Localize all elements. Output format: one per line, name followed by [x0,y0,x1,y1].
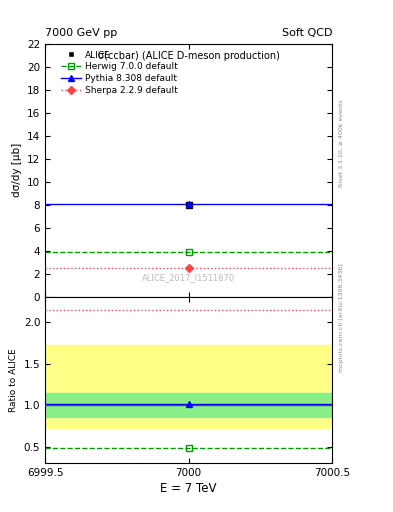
Bar [45,345,332,429]
Y-axis label: Ratio to ALICE: Ratio to ALICE [9,348,18,412]
Y-axis label: dσ/dy [μb]: dσ/dy [μb] [11,143,22,198]
Text: 7000 GeV pp: 7000 GeV pp [45,29,118,38]
Legend: ALICE, Herwig 7.0.0 default, Pythia 8.308 default, Sherpa 2.2.9 default: ALICE, Herwig 7.0.0 default, Pythia 8.30… [61,51,177,95]
Text: σ(ccbar) (ALICE D-meson production): σ(ccbar) (ALICE D-meson production) [98,51,279,61]
Text: ALICE_2017_I1511870: ALICE_2017_I1511870 [142,273,235,282]
Text: Rivet 3.1.10, ≥ 400k events: Rivet 3.1.10, ≥ 400k events [339,99,344,187]
Text: Soft QCD: Soft QCD [282,29,332,38]
Text: mcplots.cern.ch [arXiv:1306.3436]: mcplots.cern.ch [arXiv:1306.3436] [339,263,344,372]
Bar [45,393,332,417]
X-axis label: E = 7 TeV: E = 7 TeV [160,482,217,496]
